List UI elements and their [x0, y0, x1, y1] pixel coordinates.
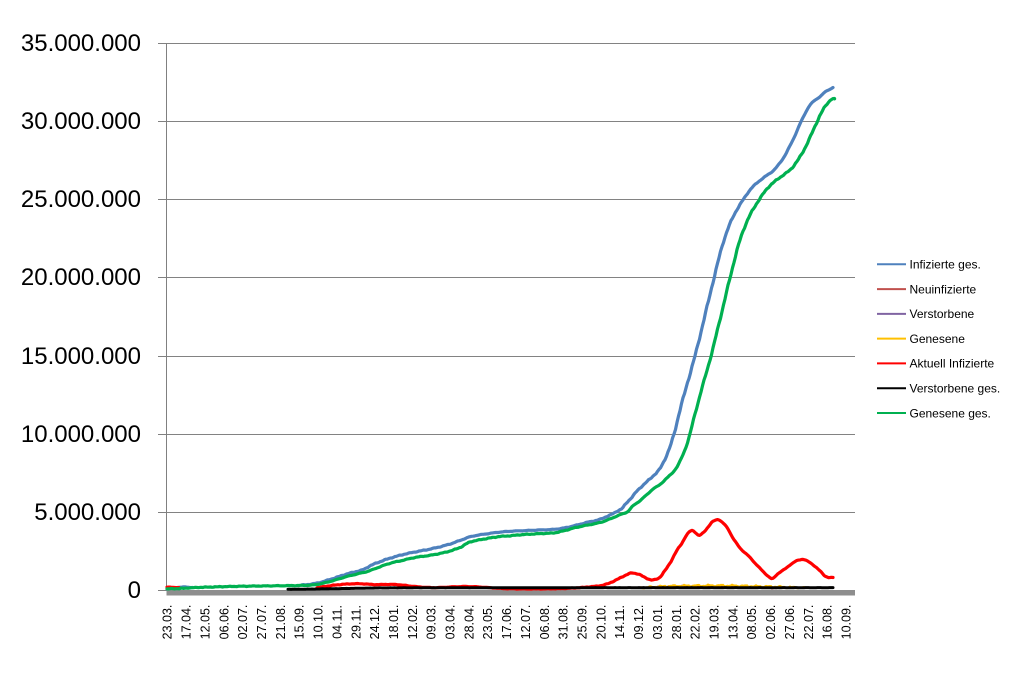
- svg-text:12.07.: 12.07.: [519, 605, 533, 640]
- svg-text:10.000.000: 10.000.000: [21, 421, 141, 448]
- svg-text:02.07.: 02.07.: [236, 605, 250, 640]
- svg-text:15.000.000: 15.000.000: [21, 343, 141, 370]
- svg-text:06.06.: 06.06.: [217, 605, 231, 640]
- svg-text:29.11.: 29.11.: [349, 605, 363, 639]
- svg-text:12.05.: 12.05.: [198, 605, 212, 640]
- svg-text:17.04.: 17.04.: [180, 605, 194, 640]
- svg-text:19.03.: 19.03.: [707, 605, 721, 640]
- svg-text:Genesene: Genesene: [910, 332, 966, 346]
- svg-text:03.01.: 03.01.: [651, 605, 665, 640]
- svg-text:23.03.: 23.03.: [161, 605, 175, 640]
- svg-text:06.08.: 06.08.: [538, 605, 552, 640]
- svg-text:Verstorbene ges.: Verstorbene ges.: [910, 382, 1001, 396]
- svg-text:Neuinfizierte: Neuinfizierte: [910, 282, 977, 296]
- svg-text:13.04.: 13.04.: [726, 605, 740, 640]
- svg-text:09.03.: 09.03.: [425, 605, 439, 640]
- svg-text:09.12.: 09.12.: [632, 605, 646, 640]
- svg-text:21.08.: 21.08.: [274, 605, 288, 640]
- svg-text:35.000.000: 35.000.000: [21, 30, 141, 57]
- svg-text:Infizierte ges.: Infizierte ges.: [910, 258, 981, 272]
- svg-text:20.000.000: 20.000.000: [21, 264, 141, 291]
- svg-text:Aktuell Infizierte: Aktuell Infizierte: [910, 357, 995, 371]
- svg-text:16.08.: 16.08.: [821, 605, 835, 640]
- svg-text:22.02.: 22.02.: [689, 605, 703, 640]
- svg-text:Genesene ges.: Genesene ges.: [910, 406, 991, 420]
- svg-text:12.02.: 12.02.: [406, 605, 420, 640]
- svg-text:30.000.000: 30.000.000: [21, 108, 141, 135]
- svg-text:25.000.000: 25.000.000: [21, 186, 141, 213]
- svg-text:0: 0: [128, 577, 141, 604]
- svg-text:10.10.: 10.10.: [312, 605, 326, 640]
- svg-text:20.10.: 20.10.: [594, 605, 608, 640]
- svg-text:28.04.: 28.04.: [462, 605, 476, 640]
- svg-text:04.11.: 04.11.: [330, 605, 344, 639]
- svg-text:18.01.: 18.01.: [387, 605, 401, 640]
- svg-text:27.07.: 27.07.: [255, 605, 269, 640]
- svg-text:23.05.: 23.05.: [481, 605, 495, 640]
- svg-text:10.09.: 10.09.: [839, 605, 853, 640]
- svg-text:24.12.: 24.12.: [368, 605, 382, 640]
- svg-text:Verstorbene: Verstorbene: [910, 307, 975, 321]
- svg-text:31.08.: 31.08.: [557, 605, 571, 640]
- svg-text:28.01.: 28.01.: [670, 605, 684, 640]
- svg-text:22.07.: 22.07.: [802, 605, 816, 640]
- svg-text:14.11.: 14.11.: [613, 605, 627, 639]
- svg-text:25.09.: 25.09.: [576, 605, 590, 640]
- svg-text:5.000.000: 5.000.000: [34, 499, 141, 526]
- svg-text:08.05.: 08.05.: [745, 605, 759, 640]
- svg-text:17.06.: 17.06.: [500, 605, 514, 640]
- svg-text:03.04.: 03.04.: [444, 605, 458, 640]
- svg-text:27.06.: 27.06.: [783, 605, 797, 640]
- svg-text:02.06.: 02.06.: [764, 605, 778, 640]
- svg-text:15.09.: 15.09.: [293, 605, 307, 640]
